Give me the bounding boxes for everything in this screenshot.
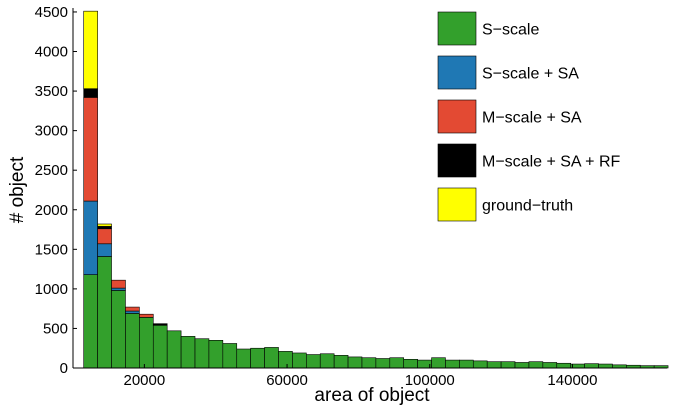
legend-swatch-5 (437, 187, 477, 222)
bar-1-18 (319, 353, 335, 369)
bar-1-26 (431, 357, 446, 369)
legend-label-4: M−scale + SA + RF (482, 154, 621, 171)
legend-swatch-2 (437, 55, 477, 90)
y-tick-label: 1500 (35, 241, 68, 258)
x-tick-label: 100000 (405, 372, 455, 389)
bar-3-2 (97, 228, 112, 245)
legend-label-3: M−scale + SA (482, 110, 582, 127)
bar-4-2 (97, 226, 112, 230)
bar-1-2 (97, 256, 112, 369)
y-tick-label: 500 (43, 320, 68, 337)
bar-3-3 (111, 279, 126, 289)
legend-swatch-3 (437, 99, 477, 134)
bar-1-29 (472, 360, 488, 369)
bar-1-27 (445, 359, 460, 369)
bar-1-23 (389, 357, 405, 369)
bar-1-8 (180, 336, 196, 369)
bar-1-34 (542, 362, 558, 369)
bar-1-24 (403, 358, 418, 369)
bar-1-33 (528, 361, 544, 369)
ticks-group: 0 500 1000 1500 2000 2500 3000 3500 4000 4500 2000… (35, 4, 598, 389)
bar-1-7 (166, 330, 182, 369)
legend-label-5: ground−truth (482, 198, 573, 215)
bar-1-14 (264, 347, 279, 369)
y-tick-label: 0 (60, 360, 68, 377)
y-tick-label: 3500 (35, 83, 68, 100)
x-tick-label: 20000 (123, 372, 165, 389)
y-tick-label: 1000 (35, 281, 68, 298)
y-axis-label: # object (7, 156, 28, 223)
bar-1-11 (222, 343, 238, 369)
bar-1-19 (333, 355, 349, 369)
legend: S−scale S−scale + SA M−scale + SA M−scale +… (437, 11, 621, 222)
bar-2-2 (97, 243, 112, 257)
bar-1-21 (361, 357, 377, 369)
axes-group (72, 8, 667, 369)
bar-1-5 (139, 317, 154, 369)
legend-swatch-4 (437, 143, 477, 178)
bar-4-6 (152, 323, 168, 326)
bar-1-12 (236, 348, 251, 369)
bar-2-4 (125, 310, 140, 314)
y-tick-label: 3000 (35, 123, 68, 140)
bar-2-1 (83, 200, 98, 275)
bar-4-1 (83, 88, 98, 98)
bar-1-16 (292, 352, 307, 369)
bar-1-28 (459, 359, 474, 369)
bar-3-5 (139, 313, 154, 318)
x-tick-label: 140000 (547, 372, 597, 389)
y-tick-label: 2500 (35, 162, 68, 179)
legend-label-2: S−scale + SA (482, 66, 579, 83)
y-tick-label: 4500 (35, 4, 68, 21)
bar-2-3 (111, 287, 126, 291)
bar-1-17 (306, 354, 321, 369)
bar-1-13 (250, 347, 265, 369)
bar-1-20 (347, 356, 363, 369)
bar-1-38 (598, 363, 613, 369)
y-tick-label: 4000 (35, 44, 68, 61)
bar-1-9 (194, 338, 210, 369)
legend-label-1: S−scale (482, 22, 539, 39)
bar-1-10 (208, 340, 224, 369)
bar-1-4 (125, 313, 140, 369)
bar-1-35 (556, 362, 571, 369)
y-tick-label: 2000 (35, 202, 68, 219)
bar-1-1 (83, 274, 98, 369)
bars-group (83, 10, 669, 369)
bar-1-32 (514, 362, 530, 369)
bar-5-2 (97, 223, 112, 227)
bar-1-15 (278, 351, 293, 369)
bar-3-4 (125, 306, 140, 312)
x-tick-label: 60000 (266, 372, 308, 389)
bar-1-3 (111, 290, 126, 369)
legend-swatch-1 (437, 11, 477, 46)
bar-1-31 (500, 361, 516, 369)
x-axis-label: area of object (314, 385, 430, 406)
bar-3-1 (83, 97, 98, 202)
bar-1-22 (375, 358, 391, 369)
bar-1-6 (152, 324, 168, 369)
bar-1-30 (486, 361, 502, 369)
bar-1-37 (584, 363, 599, 369)
bar-5-1 (83, 10, 98, 90)
